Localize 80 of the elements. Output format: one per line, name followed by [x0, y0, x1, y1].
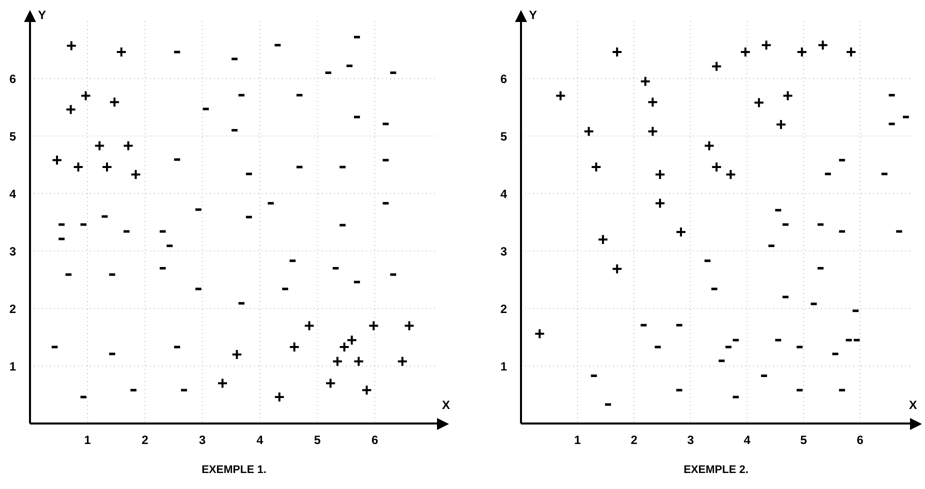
y-tick-label: 4 [9, 186, 16, 201]
point [590, 162, 602, 173]
point [231, 349, 242, 360]
point [396, 356, 408, 367]
point [796, 46, 808, 58]
point [361, 384, 372, 396]
point [66, 40, 77, 52]
x-tick-label: 1 [84, 433, 92, 448]
y-axis-title: Y [38, 8, 46, 22]
point [80, 90, 92, 102]
point [597, 234, 608, 245]
point [72, 162, 84, 173]
x-tick-label: 5 [314, 433, 321, 448]
point [704, 140, 715, 152]
point [782, 90, 794, 102]
point [274, 392, 285, 403]
point [647, 126, 658, 137]
y-tick-label: 2 [500, 302, 508, 316]
point [325, 378, 336, 389]
point [217, 378, 228, 389]
point [760, 40, 772, 51]
point [130, 169, 142, 180]
y-tick-label: 3 [9, 244, 16, 258]
point [94, 140, 106, 152]
point [817, 40, 828, 51]
x-tick-label: 6 [371, 433, 378, 448]
point [612, 263, 623, 274]
point [534, 328, 546, 340]
x-axis-title: X [908, 398, 917, 412]
x-tick-label: 2 [630, 433, 638, 448]
y-tick-label: 1 [9, 359, 16, 374]
point [583, 126, 594, 137]
y-tick-label: 5 [500, 129, 508, 144]
point [647, 96, 658, 108]
point [108, 96, 120, 108]
point [711, 60, 722, 72]
point [711, 162, 722, 173]
x-tick-label: 3 [687, 433, 694, 448]
point [122, 140, 134, 152]
x-axis-title: X [442, 398, 450, 412]
y-tick-label: 6 [500, 72, 508, 86]
point [725, 169, 736, 180]
x-tick-label: 1 [574, 433, 582, 448]
point [353, 356, 364, 367]
point [368, 320, 380, 332]
y-tick-label: 1 [500, 359, 508, 374]
point [675, 226, 686, 238]
text: EXEMPLE 2. [682, 464, 750, 476]
point [640, 76, 651, 87]
point [52, 154, 63, 166]
point [846, 46, 857, 58]
point [740, 46, 751, 58]
x-tick-label: 3 [199, 433, 206, 448]
point [612, 46, 623, 58]
y-axis-title: Y [529, 8, 538, 22]
y-tick-label: 6 [9, 72, 16, 86]
x-tick-label: 4 [744, 433, 751, 448]
x-tick-label: 4 [256, 433, 264, 448]
point [404, 320, 415, 332]
y-tick-label: 5 [9, 129, 16, 144]
x-tick-label: 5 [800, 433, 808, 448]
point [102, 162, 113, 173]
point [654, 169, 666, 180]
y-tick-label: 4 [500, 186, 508, 201]
point [346, 334, 358, 346]
point [304, 320, 315, 332]
point [753, 97, 764, 108]
x-tick-label: 6 [856, 433, 864, 448]
point [332, 356, 343, 367]
text: EXEMPLE 1. [200, 464, 268, 476]
point [65, 104, 76, 116]
x-tick-label: 2 [142, 433, 149, 448]
point [555, 90, 566, 102]
y-tick-label: 2 [9, 302, 16, 316]
point [338, 342, 350, 353]
point [654, 198, 666, 209]
point [288, 342, 300, 353]
point [776, 119, 786, 130]
point [116, 46, 127, 58]
y-tick-label: 3 [500, 244, 508, 258]
